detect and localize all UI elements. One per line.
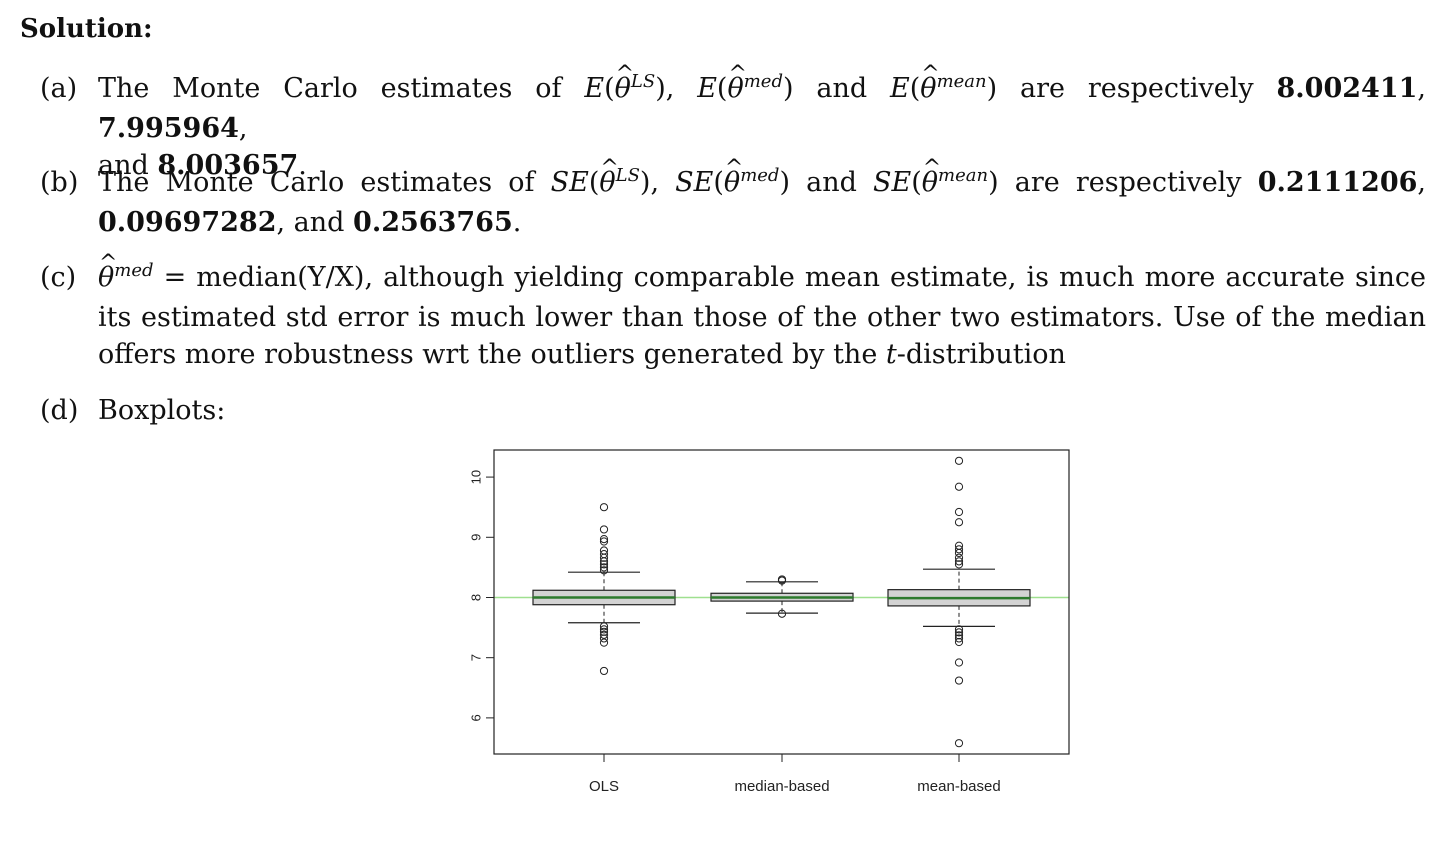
math-sup-med: med [114,260,154,281]
y-tick-label: 6 [469,714,484,721]
math-theta: θ [615,56,635,107]
item-b-and: and [806,167,857,198]
y-tick-label: 9 [469,534,484,541]
value-b1: 0.2111206 [1257,167,1418,198]
item-c-t: t [885,339,897,370]
x-tick-label: OLS [589,778,619,795]
outlier-point [954,553,964,562]
outlier-point [954,634,964,643]
math-sup-ls: LS [615,165,640,186]
math-theta: θ [724,150,744,201]
outlier-point [954,628,964,637]
item-b-and2: and [293,207,345,238]
outlier-point [954,482,964,491]
item-c-line3-pre: offers more robustness wrt the outliers … [98,339,878,370]
outlier-point [954,676,964,685]
y-tick-label: 8 [469,594,484,601]
item-a-line2: and 8.003657. [98,150,307,181]
outlier-point [954,518,964,527]
math-sup-ls: LS [630,71,656,92]
outlier-point [777,609,787,618]
math-e: E [584,73,605,104]
math-se: SE [675,167,714,198]
item-a-text1: The Monte Carlo estimates of [98,73,562,104]
outlier-point [954,658,964,667]
value-b3: 0.2563765 [353,207,513,238]
outlier-point [599,622,609,631]
outlier-point [954,456,964,465]
item-c-line2: its estimated std error is much lower th… [98,302,1426,333]
outlier-point [599,503,609,512]
item-c-line1: θmed = median(Y/X), although yielding co… [98,245,1426,299]
math-theta: θ [922,150,942,201]
math-theta: θ [98,245,118,296]
item-c-line3-post: -distribution [896,339,1066,370]
value-a1: 8.002411 [1276,73,1418,104]
math-theta: θ [727,56,747,107]
outlier-point [954,625,964,634]
item-a-and: and [816,73,868,104]
math-sup-med: med [743,71,783,92]
math-theta: θ [599,150,619,201]
item-c: (c) θmed = median(Y/X), although yieldin… [40,245,1426,373]
item-a-line1: The Monte Carlo estimates of E(θLS), E(θ… [98,56,1426,147]
outlier-point [599,627,609,636]
outlier-point [599,560,609,569]
outlier-point [599,557,609,566]
item-b: (b) The Monte Carlo estimates of SE(θLS)… [40,150,1426,241]
outlier-point [954,557,964,566]
outlier-point [599,525,609,534]
y-tick-label: 7 [469,654,484,661]
item-b-text1: The Monte Carlo estimates of [98,167,535,198]
value-b2: 0.09697282 [98,207,277,238]
outlier-point [599,666,609,676]
item-d-text: Boxplots: [98,395,226,426]
item-d-label: (d) [40,395,79,426]
outlier-point [954,548,964,558]
item-c-line3: offers more robustness wrt the outliers … [98,336,1426,373]
item-a-and2: and [98,150,149,181]
boxplot-chart: 6 7 8 9 10 OLS median-based mean-based [469,449,1070,795]
math-se: SE [550,167,589,198]
x-tick-label: median-based [734,778,829,795]
outlier-point [599,638,609,647]
item-c-eq: = median(Y/X), although yielding compara… [163,262,1426,293]
value-a2: 7.995964 [98,113,239,144]
outlier-point [954,637,964,647]
item-c-label: (c) [40,262,77,293]
outlier-point [954,560,964,569]
solution-heading: Solution: [20,14,153,44]
math-sup-med: med [740,165,780,186]
item-b-line2: 0.09697282, and 0.2563765. [98,207,522,238]
item-a-text2: are respectively [1020,73,1254,104]
outlier-point [599,534,609,544]
outlier-point [599,566,609,575]
outlier-point [777,575,787,584]
outlier-point [954,631,964,640]
x-tick-label: mean-based [917,778,1000,795]
math-theta: θ [920,56,940,107]
outlier-point [599,630,609,639]
item-a-label: (a) [40,73,78,104]
item-b-line1: The Monte Carlo estimates of SE(θLS), SE… [98,150,1426,204]
value-a3: 8.003657 [157,150,299,181]
outlier-point [954,739,964,748]
math-se: SE [873,167,912,198]
item-b-label: (b) [40,167,79,198]
math-sup-mean: mean [938,165,989,186]
item-b-text2: are respectively [1014,167,1242,198]
math-e: E [697,73,717,104]
outlier-point [599,634,609,643]
outlier-point [954,545,964,554]
outlier-point [954,507,964,517]
outlier-point [599,563,609,572]
outlier-point [599,537,609,546]
outlier-point [599,625,609,634]
outlier-point [599,553,609,562]
item-a: (a) The Monte Carlo estimates of E(θLS),… [40,56,1426,184]
math-sup-mean: mean [936,71,987,92]
item-d: (d) Boxplots: [40,392,1426,429]
y-tick-label: 10 [469,470,484,484]
math-e: E [890,73,910,104]
